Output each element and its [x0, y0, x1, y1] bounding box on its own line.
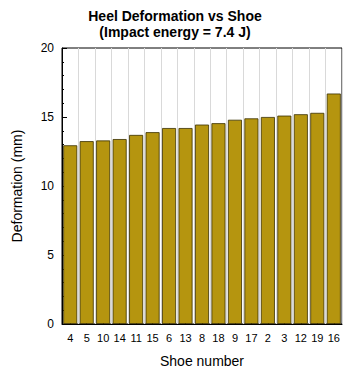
- svg-text:15: 15: [146, 332, 158, 344]
- svg-text:15: 15: [41, 110, 55, 124]
- svg-text:18: 18: [212, 332, 224, 344]
- svg-text:3: 3: [281, 332, 287, 344]
- svg-text:10: 10: [97, 332, 109, 344]
- svg-text:20: 20: [41, 41, 55, 55]
- svg-text:2: 2: [265, 332, 271, 344]
- svg-text:5: 5: [47, 248, 54, 262]
- svg-text:12: 12: [295, 332, 307, 344]
- svg-text:Heel Deformation vs Shoe: Heel Deformation vs Shoe: [88, 8, 262, 24]
- svg-text:11: 11: [130, 332, 141, 344]
- svg-text:17: 17: [245, 332, 257, 344]
- svg-text:16: 16: [328, 332, 340, 344]
- svg-text:13: 13: [179, 332, 191, 344]
- svg-text:9: 9: [232, 332, 238, 344]
- svg-text:(Impact energy = 7.4 J): (Impact energy = 7.4 J): [99, 24, 250, 40]
- svg-text:6: 6: [166, 332, 172, 344]
- svg-text:Deformation (mm): Deformation (mm): [9, 130, 25, 243]
- svg-text:Shoe number: Shoe number: [160, 353, 244, 369]
- svg-text:14: 14: [114, 332, 126, 344]
- svg-text:10: 10: [41, 179, 55, 193]
- svg-text:19: 19: [311, 332, 323, 344]
- svg-text:0: 0: [47, 317, 54, 331]
- svg-text:4: 4: [67, 332, 73, 344]
- svg-text:5: 5: [84, 332, 90, 344]
- svg-text:8: 8: [199, 332, 205, 344]
